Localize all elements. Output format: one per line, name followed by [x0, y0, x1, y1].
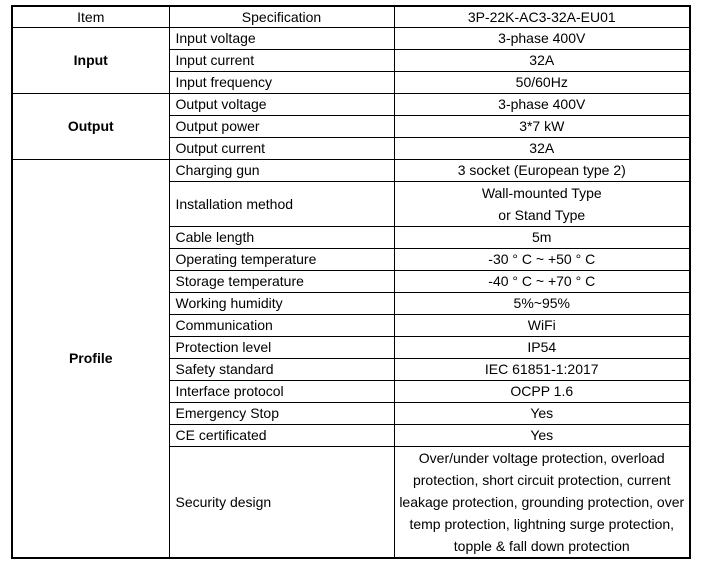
- spec-cell: CE certificated: [168, 423, 395, 447]
- value-line: Wall-mounted Type: [481, 184, 602, 201]
- row-ce-certificated: CE certificated Yes: [12, 423, 691, 447]
- value-cell: OCPP 1.6: [393, 379, 691, 403]
- value-cell: 32A: [393, 136, 691, 160]
- value-cell: WiFi: [393, 313, 691, 337]
- value-line: or Stand Type: [498, 206, 586, 223]
- header-item: Item: [11, 5, 170, 28]
- spec-cell: Output current: [168, 136, 395, 160]
- value-cell: 3 socket (European type 2): [393, 158, 691, 182]
- spec-cell: Storage temperature: [168, 269, 395, 293]
- value-cell: Yes: [393, 401, 691, 425]
- value-cell: 3-phase 400V: [393, 26, 691, 50]
- spec-cell: Emergency Stop: [168, 401, 395, 425]
- spec-cell: Input frequency: [168, 70, 395, 94]
- spec-cell: Safety standard: [168, 357, 395, 381]
- table-header-row: Item Specification 3P-22K-AC3-32A-EU01: [11, 5, 691, 28]
- spec-cell: Working humidity: [168, 291, 395, 315]
- group-label-input: Input: [11, 26, 170, 94]
- header-model: 3P-22K-AC3-32A-EU01: [393, 5, 691, 28]
- row-security-design: Security design Over/under voltage prote…: [12, 445, 691, 558]
- spec-cell: Charging gun: [168, 158, 395, 182]
- row-communication: Communication WiFi: [12, 313, 691, 337]
- row-safety-standard: Safety standard IEC 61851-1:2017: [12, 357, 691, 381]
- value-line: Over/under voltage protection, overload: [418, 449, 665, 466]
- value-cell: Yes: [393, 423, 691, 447]
- spec-cell: Protection level: [168, 335, 395, 359]
- row-emergency-stop: Emergency Stop Yes: [12, 401, 691, 425]
- value-cell: 5%~95%: [393, 291, 691, 315]
- spec-cell: Installation method: [168, 180, 395, 227]
- value-cell: IP54: [393, 335, 691, 359]
- value-cell: -30 ° C ~ +50 ° C: [393, 247, 691, 271]
- value-cell: -40 ° C ~ +70 ° C: [393, 269, 691, 293]
- value-cell: IEC 61851-1:2017: [393, 357, 691, 381]
- value-cell: 3*7 kW: [393, 114, 691, 138]
- value-cell: 5m: [393, 225, 691, 249]
- value-cell: 50/60Hz: [393, 70, 691, 94]
- row-working-humidity: Working humidity 5%~95%: [12, 291, 691, 315]
- value-line: topple & fall down protection: [453, 537, 630, 554]
- spec-cell: Security design: [168, 445, 395, 558]
- row-installation-method: Installation method Wall-mounted Type or…: [12, 180, 691, 227]
- value-line: protection, short circuit protection, cu…: [412, 471, 671, 488]
- row-input-voltage: Input Input voltage 3-phase 400V: [11, 26, 691, 94]
- row-output-voltage: Output Output voltage 3-phase 400V: [11, 92, 691, 160]
- value-cell: Over/under voltage protection, overload …: [393, 445, 691, 558]
- row-charging-gun: Profile Charging gun 3 socket (European …: [11, 158, 691, 558]
- row-cable-length: Cable length 5m: [12, 225, 691, 249]
- group-label-output: Output: [11, 92, 170, 160]
- value-cell: Wall-mounted Type or Stand Type: [393, 180, 691, 227]
- spec-cell: Input voltage: [168, 26, 395, 50]
- spec-cell: Input current: [168, 48, 395, 72]
- specification-table: Item Specification 3P-22K-AC3-32A-EU01 I…: [11, 5, 691, 559]
- value-line: temp protection, lightning surge protect…: [409, 515, 675, 532]
- row-storage-temperature: Storage temperature -40 ° C ~ +70 ° C: [12, 269, 691, 293]
- value-cell: 32A: [393, 48, 691, 72]
- header-specification: Specification: [168, 5, 395, 28]
- spec-cell: Cable length: [168, 225, 395, 249]
- spec-cell: Communication: [168, 313, 395, 337]
- value-line: leakage protection, grounding protection…: [399, 493, 685, 510]
- value-cell: 3-phase 400V: [393, 92, 691, 116]
- spec-cell: Output power: [168, 114, 395, 138]
- spec-cell: Output voltage: [168, 92, 395, 116]
- group-label-profile: Profile: [11, 158, 170, 558]
- row-interface-protocol: Interface protocol OCPP 1.6: [12, 379, 691, 403]
- spec-cell: Interface protocol: [168, 379, 395, 403]
- row-output-power: Output power 3*7 kW: [12, 114, 691, 138]
- spec-cell: Operating temperature: [168, 247, 395, 271]
